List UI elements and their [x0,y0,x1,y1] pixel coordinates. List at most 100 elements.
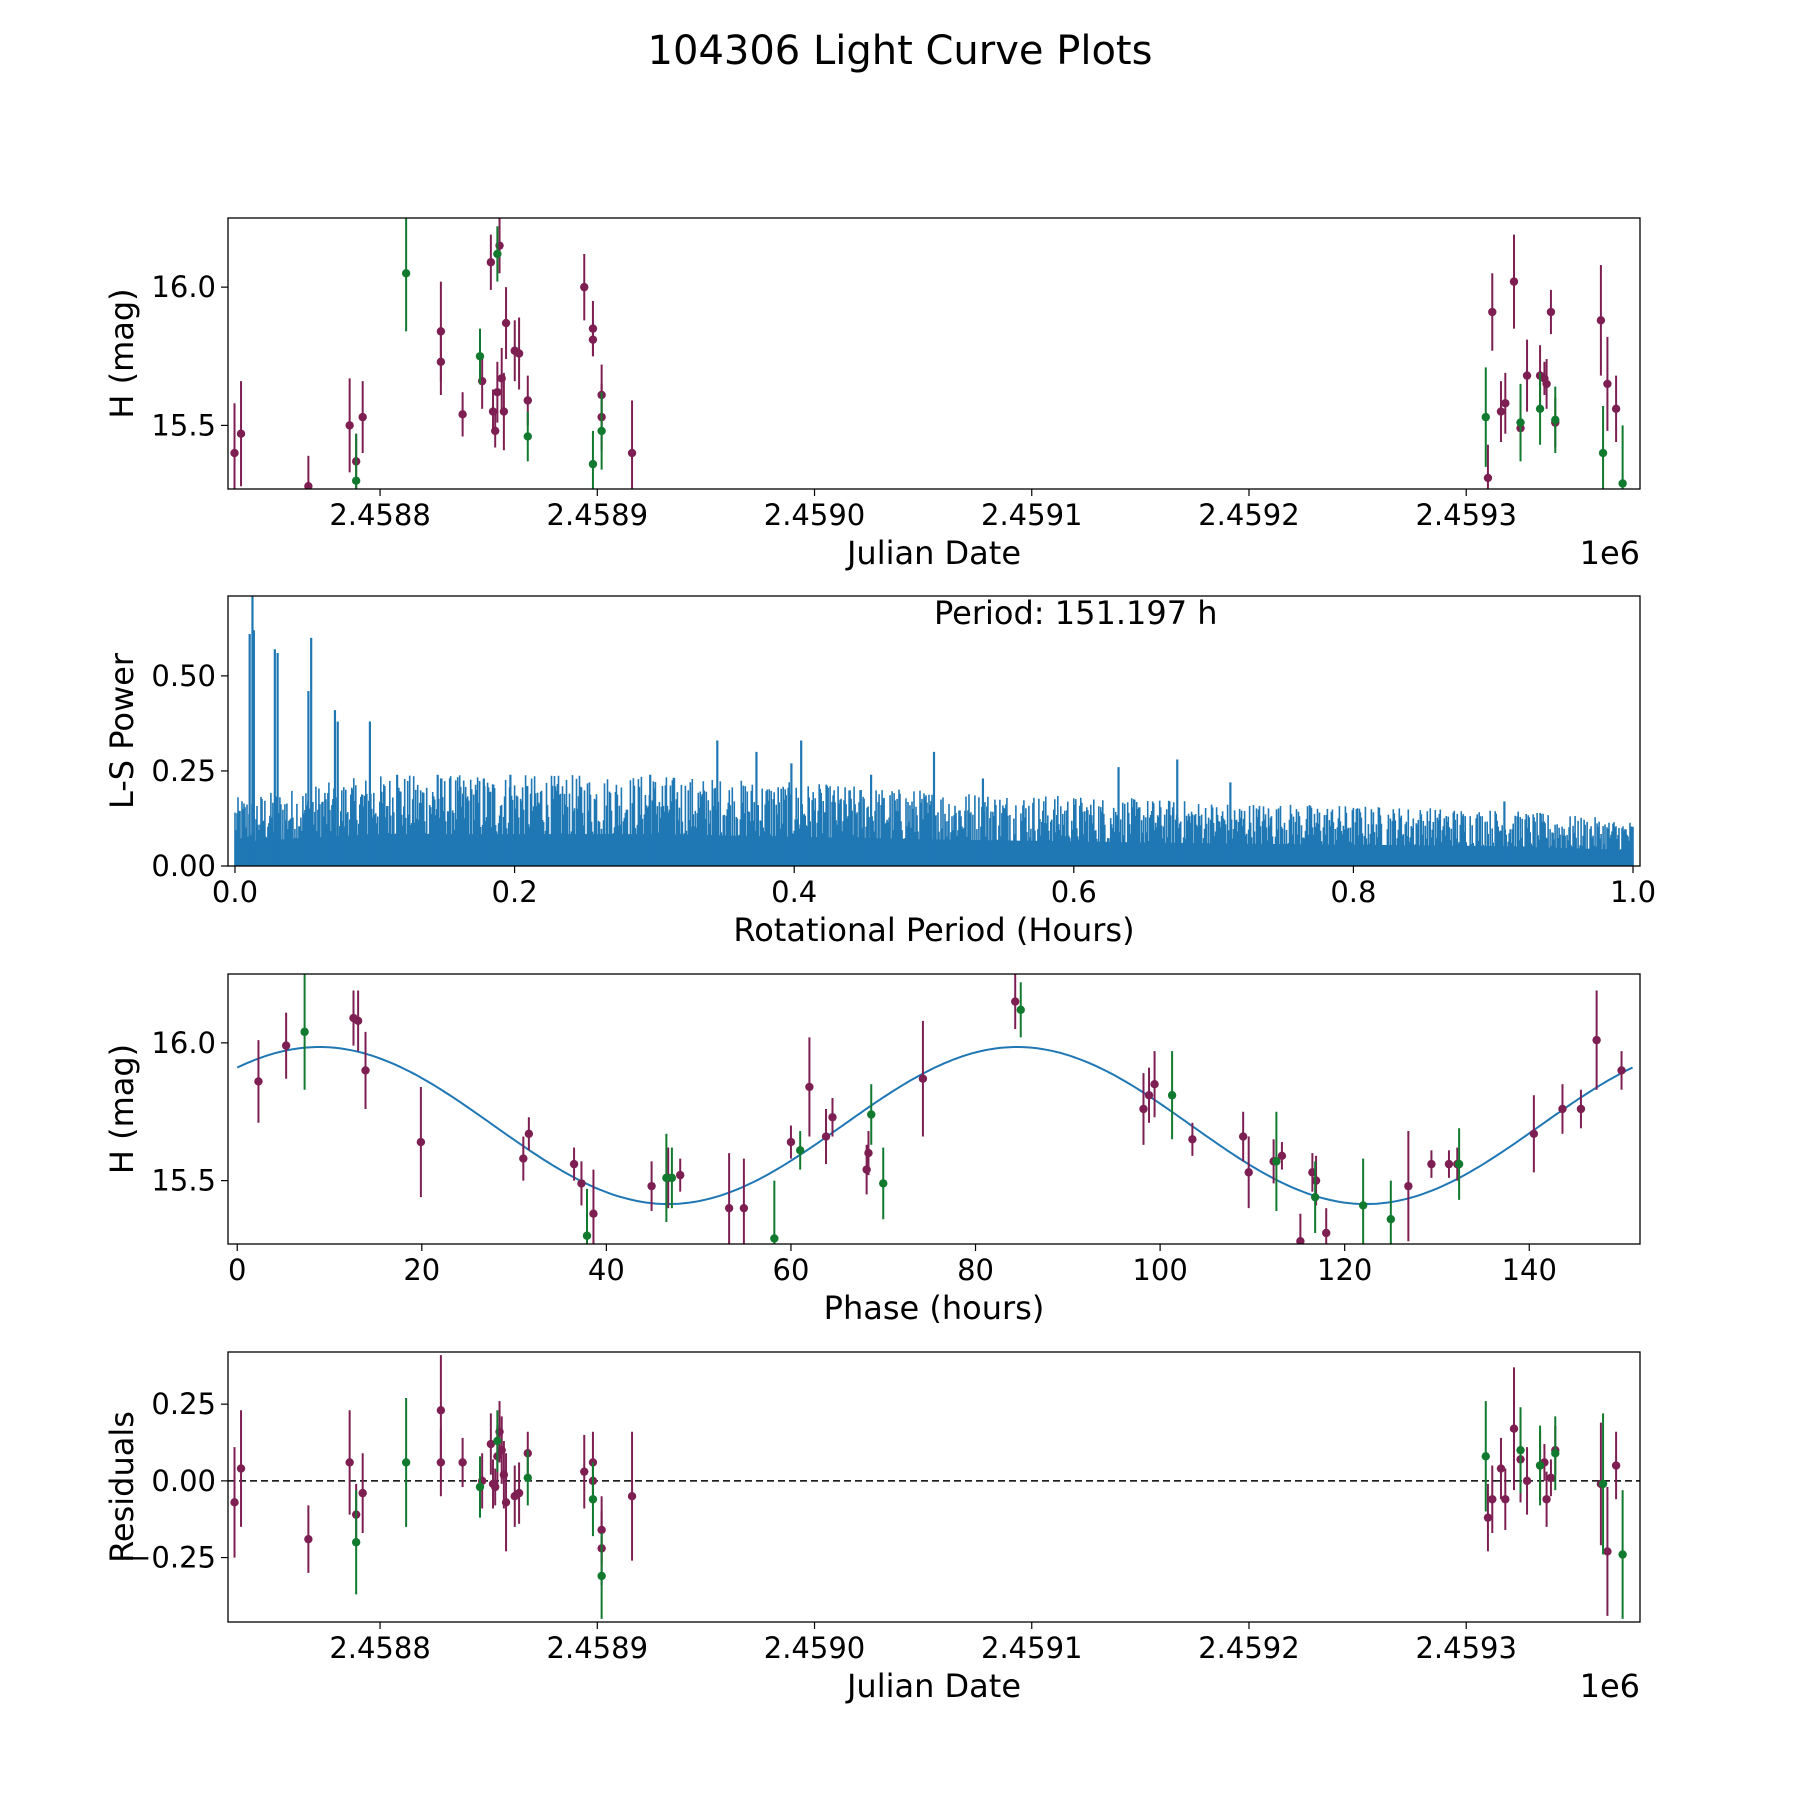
data-point [1011,997,1020,1006]
data-point [580,282,589,292]
x-tick-label: 2.4592 [1198,498,1299,532]
axes-frame [227,595,1641,867]
data-point [1244,1168,1253,1177]
data-point [862,1165,871,1174]
data-point [519,1154,528,1163]
data-point [523,432,532,441]
data-point [475,352,485,361]
y-tick-label: 0.50 [151,659,216,693]
data-point [358,1488,367,1498]
data-point [436,357,446,366]
data-point [589,1209,598,1218]
panel-residuals: 2.4588 2.4589 2.4590 2.4591 2.4592 2.4593 −0.2… [103,1351,1641,1705]
data-point [1150,1080,1159,1089]
x-tick-label: 2.4589 [547,498,648,532]
data-point [254,1077,263,1086]
x-tick-label: 80 [957,1253,994,1287]
data-point [1596,316,1606,325]
data-point [1618,1550,1627,1559]
data-point [1481,1452,1490,1461]
panel-phased: 0 20 40 60 80 100 120 140 15.5 16.0 Phase (hours) H… [103,973,1641,1327]
data-point [1535,1461,1545,1470]
data-point [300,1027,309,1037]
data-point [864,1148,873,1158]
series-purple [254,974,1626,1244]
y-tick-label: 0.00 [151,1464,216,1498]
data-point [770,1234,779,1243]
data-point [236,1464,246,1473]
plot-area-periodogram [234,596,1634,866]
x-tick-label: 0.6 [1051,875,1097,909]
y-axis-label: H (mag) [103,288,141,418]
data-point [1546,307,1556,317]
data-point [458,410,467,419]
data-point [501,318,511,328]
data-point [805,1082,814,1092]
x-tick-label: 60 [773,1253,810,1287]
data-point [1483,473,1493,483]
y-tick-label: 15.5 [151,408,216,442]
data-point [1501,1495,1510,1504]
data-point [795,1146,805,1155]
x-tick-label: 0.2 [492,875,538,909]
y-tick-label: 0.00 [151,849,216,883]
x-tick-label: 0 [228,1253,246,1287]
data-point [1488,1495,1497,1504]
data-point [1488,307,1497,317]
data-point [1144,1091,1154,1100]
data-point [436,1406,446,1415]
data-point [1535,404,1545,414]
plot-area-residuals [228,1355,1640,1619]
y-tick-label: 15.5 [151,1164,216,1198]
data-point [1296,1237,1305,1244]
x-axis-label: Phase (hours) [824,1289,1045,1327]
x-tick-label: 0.0 [212,875,258,909]
data-point [493,388,502,397]
series-green [300,974,1464,1244]
plot-area-lightcurve [230,218,1627,489]
data-point [499,407,509,416]
period-annotation: Period: 151.197 h [934,594,1218,632]
data-point [724,1203,734,1213]
data-point [1496,1464,1506,1473]
data-point [1516,1445,1525,1455]
y-axis-label: Residuals [103,1411,141,1563]
data-point [588,1495,598,1504]
data-point [230,1498,239,1507]
data-point [828,1113,837,1122]
data-point [1558,1104,1567,1114]
panel-periodogram: 0.0 0.2 0.4 0.6 0.8 1.0 0.00 0.25 0.50 Rotational… [103,594,1656,949]
data-point [1310,1192,1320,1202]
x-offset-label: 1e6 [1580,1667,1640,1705]
data-point [514,349,524,358]
data-point [353,1016,363,1026]
data-point [1358,1201,1368,1210]
data-point [1238,1132,1248,1141]
data-point [879,1179,888,1188]
series-green [351,1398,1627,1619]
data-point [1617,1066,1626,1075]
data-point [627,1492,637,1501]
data-point [351,1538,361,1547]
data-point [493,249,502,259]
data-point [1454,1159,1464,1169]
y-tick-label: 16.0 [151,270,216,304]
data-point [493,1436,502,1446]
data-point [1522,1476,1532,1486]
data-point [475,1482,485,1492]
x-tick-label: 0.4 [771,875,817,909]
data-point [1603,379,1612,389]
y-tick-label: 0.25 [151,1387,216,1421]
x-tick-label: 2.4591 [981,498,1082,532]
data-point [1427,1159,1436,1169]
data-point [739,1203,749,1213]
data-point [627,448,637,458]
x-tick-label: 40 [588,1253,625,1287]
data-point [416,1137,426,1147]
data-point [597,426,606,436]
x-tick-label: 1.0 [1610,875,1656,909]
x-tick-label: 20 [403,1253,440,1287]
data-point [1501,399,1510,408]
fit-curve [236,1046,1634,1205]
